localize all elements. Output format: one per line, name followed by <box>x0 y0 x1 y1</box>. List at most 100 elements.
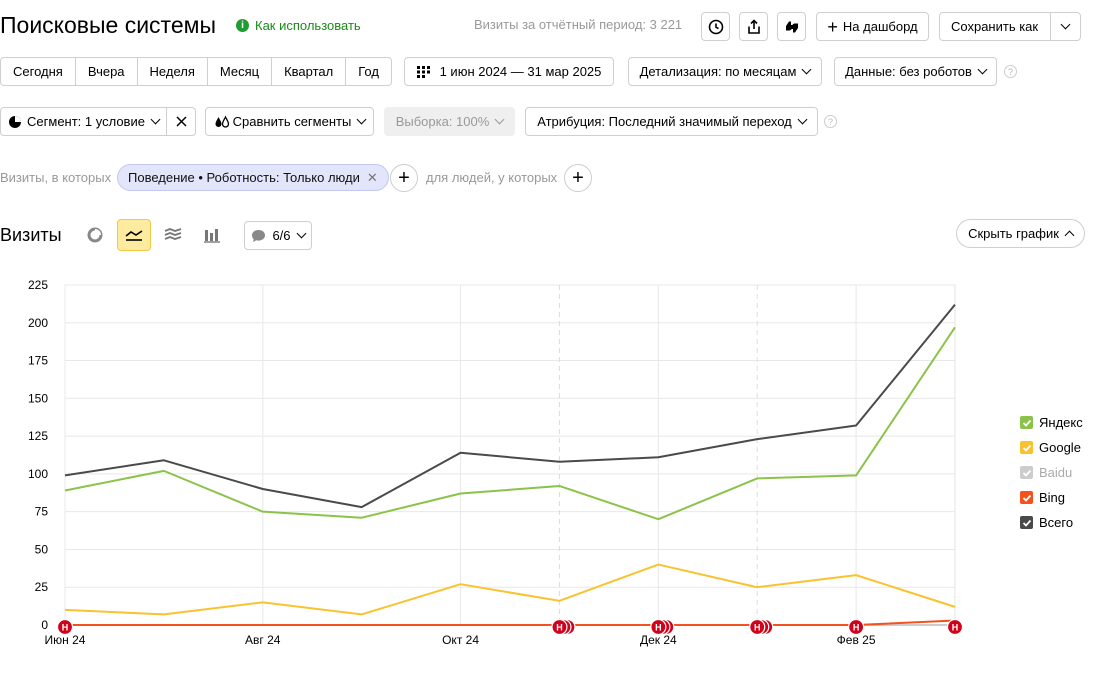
date-range-picker[interactable]: 1 июн 2024 — 31 мар 2025 <box>404 57 614 86</box>
period-tab-4[interactable]: Квартал <box>272 58 347 85</box>
compare-segments-button[interactable]: Сравнить сегменты <box>205 107 374 136</box>
chart-type-line-button[interactable] <box>117 219 151 251</box>
y-tick-label: 200 <box>28 316 48 330</box>
period-tab-1[interactable]: Вчера <box>76 58 138 85</box>
add-visit-condition-button[interactable]: + <box>390 164 418 192</box>
visits-period-total: Визиты за отчётный период: 3 221 <box>474 17 683 32</box>
chevron-down-icon <box>356 114 367 125</box>
segment-select[interactable]: Сегмент: 1 условие <box>0 107 167 136</box>
annotations-count: 6/6 <box>272 228 291 243</box>
legend-label: Google <box>1039 440 1081 455</box>
chart-type-area-button[interactable] <box>156 219 190 251</box>
help-icon[interactable]: ? <box>1004 65 1017 78</box>
legend-item-4[interactable]: Всего <box>1020 510 1083 535</box>
history-button[interactable] <box>701 12 730 41</box>
feedback-button[interactable] <box>777 12 806 41</box>
help-icon[interactable]: ? <box>824 115 837 128</box>
y-tick-label: 50 <box>35 542 49 556</box>
annotation-marker-label: H <box>62 623 69 633</box>
visits-line-chart: 0 25 50 75 100 125 150 175 200 225 Июн 24 Авг 24 Окт… <box>28 278 964 647</box>
pie-chart-icon <box>87 227 103 243</box>
annotation-marker <box>946 618 964 636</box>
hide-chart-label: Скрыть график <box>968 226 1059 241</box>
checkbox-icon <box>1020 416 1033 429</box>
legend-item-1[interactable]: Google <box>1020 435 1083 460</box>
legend-label: Всего <box>1039 515 1074 530</box>
period-tab-2[interactable]: Неделя <box>138 58 208 85</box>
legend-label: Bing <box>1039 490 1066 505</box>
save-as-button[interactable]: Сохранить как <box>939 12 1081 41</box>
y-tick-label: 0 <box>41 618 48 632</box>
x-tick-label: Дек 24 <box>640 633 677 647</box>
comment-icon <box>252 229 266 242</box>
y-tick-label: 225 <box>28 278 48 292</box>
drops-icon <box>215 115 229 128</box>
legend-item-2[interactable]: Baidu <box>1020 460 1083 485</box>
chart-type-bar-button[interactable] <box>195 219 229 251</box>
checkbox-icon <box>1020 466 1033 479</box>
filter-condition-chip[interactable]: Поведение • Роботность: Только люди ✕ <box>117 164 389 191</box>
close-icon <box>175 116 187 127</box>
annotation-marker <box>650 618 667 636</box>
checkbox-icon <box>1020 516 1033 529</box>
series-line-3 <box>65 619 956 626</box>
period-tab-0[interactable]: Сегодня <box>1 58 76 85</box>
chevron-down-icon <box>797 114 808 125</box>
y-tick-label: 25 <box>35 580 49 594</box>
save-as-dropdown[interactable] <box>1050 13 1080 40</box>
detail-select[interactable]: Детализация: по месяцам <box>628 57 822 86</box>
annotation-marker <box>848 618 865 636</box>
export-button[interactable] <box>739 12 768 41</box>
plus-icon: + <box>398 166 410 189</box>
detail-select-label: Детализация: по месяцам <box>639 64 797 79</box>
annotation-marker-label: H <box>556 623 563 633</box>
plot-area <box>64 284 956 626</box>
compare-segments-label: Сравнить сегменты <box>232 114 352 129</box>
info-icon: i <box>236 19 249 32</box>
legend-item-3[interactable]: Bing <box>1020 485 1083 510</box>
sample-select-label: Выборка: 100% <box>395 114 490 129</box>
series-line-4 <box>64 304 956 509</box>
calendar-icon <box>416 65 430 78</box>
y-tick-label: 150 <box>28 391 48 405</box>
chart-type-pie-button[interactable] <box>78 219 112 251</box>
annotation-marker-label: H <box>952 623 959 633</box>
chevron-down-icon <box>150 114 161 125</box>
line-chart-icon <box>125 230 143 241</box>
checkbox-icon <box>1020 491 1033 504</box>
annotation-marker-label: H <box>655 623 662 633</box>
bar-chart-icon <box>204 228 220 243</box>
annotations-select[interactable]: 6/6 <box>244 221 312 250</box>
period-tabs: Сегодня Вчера Неделя Месяц Квартал Год <box>0 57 392 86</box>
area-chart-icon <box>164 228 182 240</box>
y-tick-label: 125 <box>28 429 48 443</box>
clear-segment-button[interactable] <box>166 107 196 136</box>
chevron-down-icon <box>1060 19 1071 30</box>
y-tick-label: 75 <box>35 505 49 519</box>
data-select[interactable]: Данные: без роботов <box>834 57 997 86</box>
close-icon[interactable]: ✕ <box>366 169 378 185</box>
chevron-down-icon <box>801 64 812 75</box>
add-to-dashboard-button[interactable]: + На дашборд <box>816 12 929 41</box>
legend-item-0[interactable]: Яндекс <box>1020 410 1083 435</box>
attribution-select[interactable]: Атрибуция: Последний значимый переход <box>525 107 818 136</box>
x-tick-label: Окт 24 <box>442 633 479 647</box>
add-people-condition-button[interactable]: + <box>564 164 592 192</box>
chevron-down-icon <box>296 228 306 239</box>
how-to-use-link[interactable]: i Как использовать <box>236 18 361 33</box>
annotation-marker <box>749 618 766 636</box>
clock-icon <box>708 19 723 34</box>
chart-legend: Яндекс Google Baidu Bing Всего <box>1020 410 1083 535</box>
x-tick-label: Фев 25 <box>837 633 876 647</box>
chevron-down-icon <box>977 64 988 75</box>
filter-prefix: Визиты, в которых <box>0 170 112 185</box>
hide-chart-button[interactable]: Скрыть график <box>956 219 1085 248</box>
period-tab-5[interactable]: Год <box>358 64 379 79</box>
sample-select[interactable]: Выборка: 100% <box>384 107 515 136</box>
annotation-marker-label: H <box>754 623 761 633</box>
period-tab-3[interactable]: Месяц <box>208 58 273 85</box>
share-icon <box>747 18 760 34</box>
segment-select-label: Сегмент: 1 условие <box>27 114 145 129</box>
plus-icon: + <box>572 166 584 189</box>
chart-title: Визиты <box>0 225 62 245</box>
